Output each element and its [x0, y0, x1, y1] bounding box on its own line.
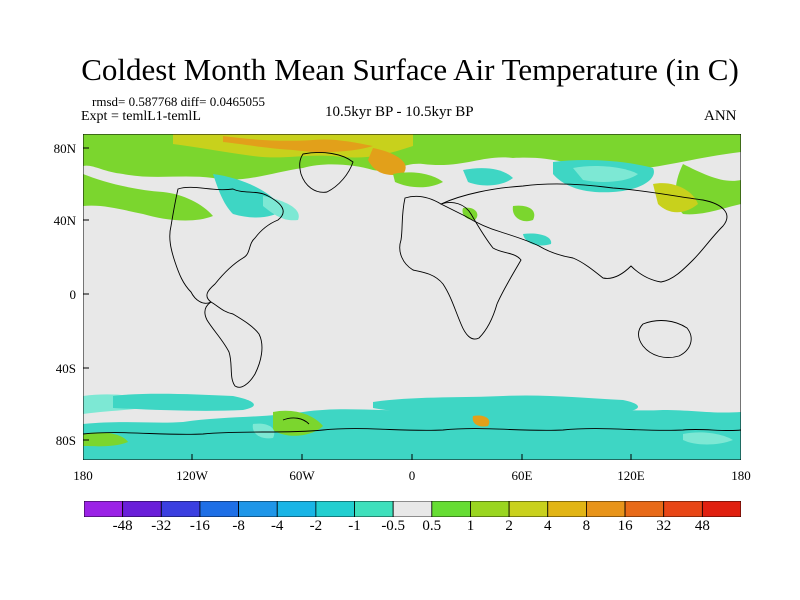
stats-label: rmsd= 0.587768 diff= 0.0465055 [92, 94, 265, 109]
colorbar-label: -32 [151, 518, 172, 534]
experiment-label: Expt = temlL1-temlL [81, 109, 201, 124]
axis-ticks [83, 147, 632, 460]
arctic-anomaly [83, 134, 741, 246]
colorbar-label: 0.5 [422, 518, 442, 534]
lat-tick-40s: 40S [55, 361, 76, 376]
colorbar-label: -0.5 [381, 518, 406, 534]
colorbar-label: 8 [582, 518, 591, 534]
coastlines [83, 151, 741, 435]
colorbar-label: -16 [189, 518, 210, 534]
colorbar-label: 4 [544, 518, 552, 534]
colorbar-box [624, 501, 665, 517]
colorbar-box [122, 501, 162, 517]
lon-tick-60e: 60E [511, 468, 533, 483]
colorbar-label: 32 [656, 518, 672, 534]
lon-tick-120e: 120E [617, 468, 645, 483]
lon-tick-120w: 120W [176, 468, 208, 483]
colorbar-box [238, 501, 278, 517]
lon-tick-60w: 60W [289, 468, 315, 483]
lat-tick-80s: 80S [55, 433, 76, 448]
colorbar-box [663, 501, 703, 517]
colorbar [84, 501, 741, 517]
colorbar-box [315, 501, 355, 517]
colorbar-box [431, 501, 471, 517]
colorbar-label: -8 [232, 518, 245, 534]
colorbar-box [276, 501, 317, 517]
lon-tick-180w: 180 [73, 468, 93, 483]
colorbar-box [354, 501, 394, 517]
lat-tick-80n: 80N [53, 141, 76, 156]
colorbar-box [586, 501, 626, 517]
map-title: Coldest Month Mean Surface Air Temperatu… [81, 52, 739, 87]
colorbar-box [547, 501, 587, 517]
colorbar-label: 48 [694, 518, 710, 534]
colorbar-label: 2 [505, 518, 513, 534]
antarctic-anomaly [83, 393, 741, 460]
colorbar-label: -4 [270, 518, 284, 534]
lat-tick-40n: 40N [53, 213, 76, 228]
lon-tick-180e: 180 [731, 468, 751, 483]
colorbar-box [84, 501, 124, 517]
colorbar-box [701, 501, 741, 517]
period-label: 10.5kyr BP - 10.5kyr BP [325, 104, 474, 120]
colorbar-box [508, 501, 549, 517]
season-label: ANN [704, 108, 737, 124]
colorbar-label: -1 [348, 518, 361, 534]
lon-tick-0: 0 [408, 468, 416, 483]
lat-tick-0: 0 [69, 287, 77, 302]
colorbar-label: 16 [617, 518, 633, 534]
colorbar-box [470, 501, 510, 517]
world-map [83, 134, 741, 460]
colorbar-label: -48 [112, 518, 133, 534]
colorbar-label: 1 [466, 518, 475, 534]
colorbar-box [199, 501, 239, 517]
colorbar-label: -2 [309, 518, 323, 534]
colorbar-box [392, 501, 433, 517]
colorbar-box [160, 501, 201, 517]
